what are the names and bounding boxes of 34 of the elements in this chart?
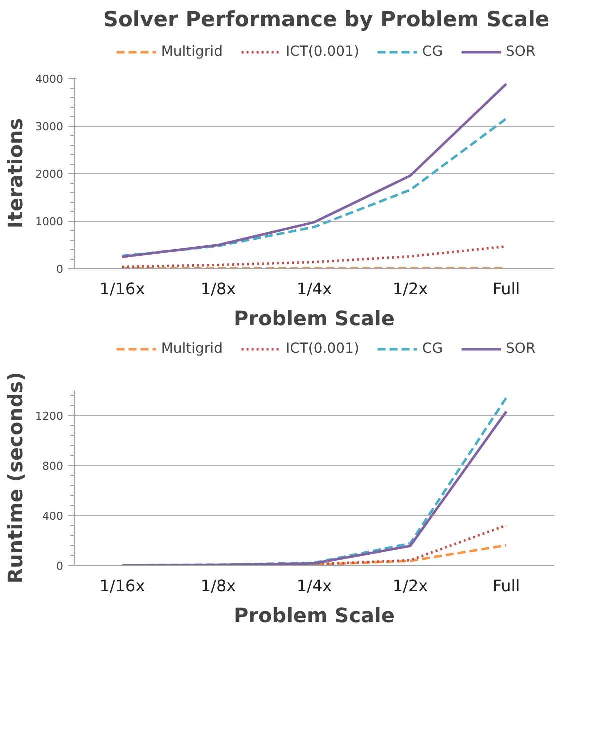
- x-tick-label: 1/2x: [392, 280, 428, 298]
- line-series: [121, 82, 508, 258]
- legend-label: Multigrid: [161, 341, 223, 357]
- x-axis-title: Problem Scale: [234, 306, 395, 330]
- legend-label: CG: [422, 44, 444, 60]
- x-tick-label: Full: [492, 576, 520, 596]
- x-tick-label: 1/8x: [200, 280, 236, 298]
- x-axis-title: Problem Scale: [234, 604, 395, 628]
- y-tick-label: 800: [42, 460, 64, 473]
- y-tick-label: 2000: [36, 168, 64, 181]
- y-tick-label: 1000: [36, 216, 64, 228]
- legend-label: ICT(0.001): [286, 341, 360, 357]
- x-tick-label: 1/4x: [296, 280, 332, 298]
- y-axis-title: Runtime (seconds): [4, 372, 28, 584]
- y-tick-label: 400: [42, 510, 64, 523]
- line-series: [121, 118, 508, 258]
- x-tick-label: 1/8x: [200, 576, 236, 596]
- y-tick-label: 4000: [36, 73, 64, 86]
- x-tick-label: Full: [492, 280, 520, 298]
- x-tick-label: 1/4x: [296, 576, 332, 596]
- legend-label: CG: [422, 341, 444, 357]
- legend-label: SOR: [506, 341, 536, 357]
- legend-label: Multigrid: [161, 44, 223, 60]
- x-tick-label: 1/16x: [100, 280, 146, 298]
- chart-title: Solver Performance by Problem Scale: [103, 8, 550, 32]
- y-tick-label: 1200: [36, 410, 64, 423]
- legend-label: ICT(0.001): [286, 44, 360, 60]
- y-tick-label: 0: [56, 263, 64, 276]
- y-tick-label: 0: [56, 560, 64, 573]
- x-tick-label: 1/2x: [392, 576, 428, 596]
- y-tick-label: 3000: [36, 120, 64, 134]
- legend-label: SOR: [506, 44, 536, 60]
- y-axis-title: Iterations: [4, 118, 28, 229]
- x-tick-label: 1/16x: [100, 576, 146, 596]
